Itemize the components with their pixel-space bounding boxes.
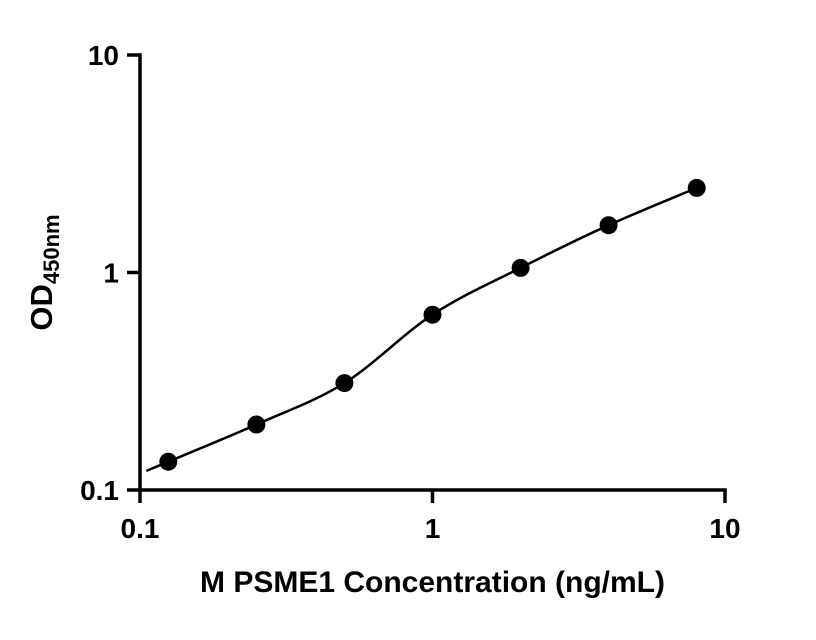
data-point bbox=[159, 452, 178, 471]
data-point bbox=[687, 178, 706, 197]
y-axis-title: OD450nm bbox=[24, 214, 64, 330]
fit-curve bbox=[145, 186, 698, 473]
data-point bbox=[423, 305, 442, 324]
x-tick-label: 0.1 bbox=[121, 513, 160, 544]
data-point bbox=[599, 216, 618, 235]
data-point bbox=[335, 374, 354, 393]
axis-lines bbox=[138, 53, 727, 492]
x-axis-title: M PSME1 Concentration (ng/mL) bbox=[200, 566, 665, 599]
y-tick-label: 1 bbox=[103, 258, 119, 289]
x-tick-label: 1 bbox=[425, 513, 441, 544]
x-tick-label: 10 bbox=[709, 513, 740, 544]
data-point bbox=[247, 415, 266, 434]
data-point bbox=[511, 258, 530, 277]
y-tick-label: 10 bbox=[88, 40, 119, 71]
y-tick-label: 0.1 bbox=[80, 475, 119, 506]
